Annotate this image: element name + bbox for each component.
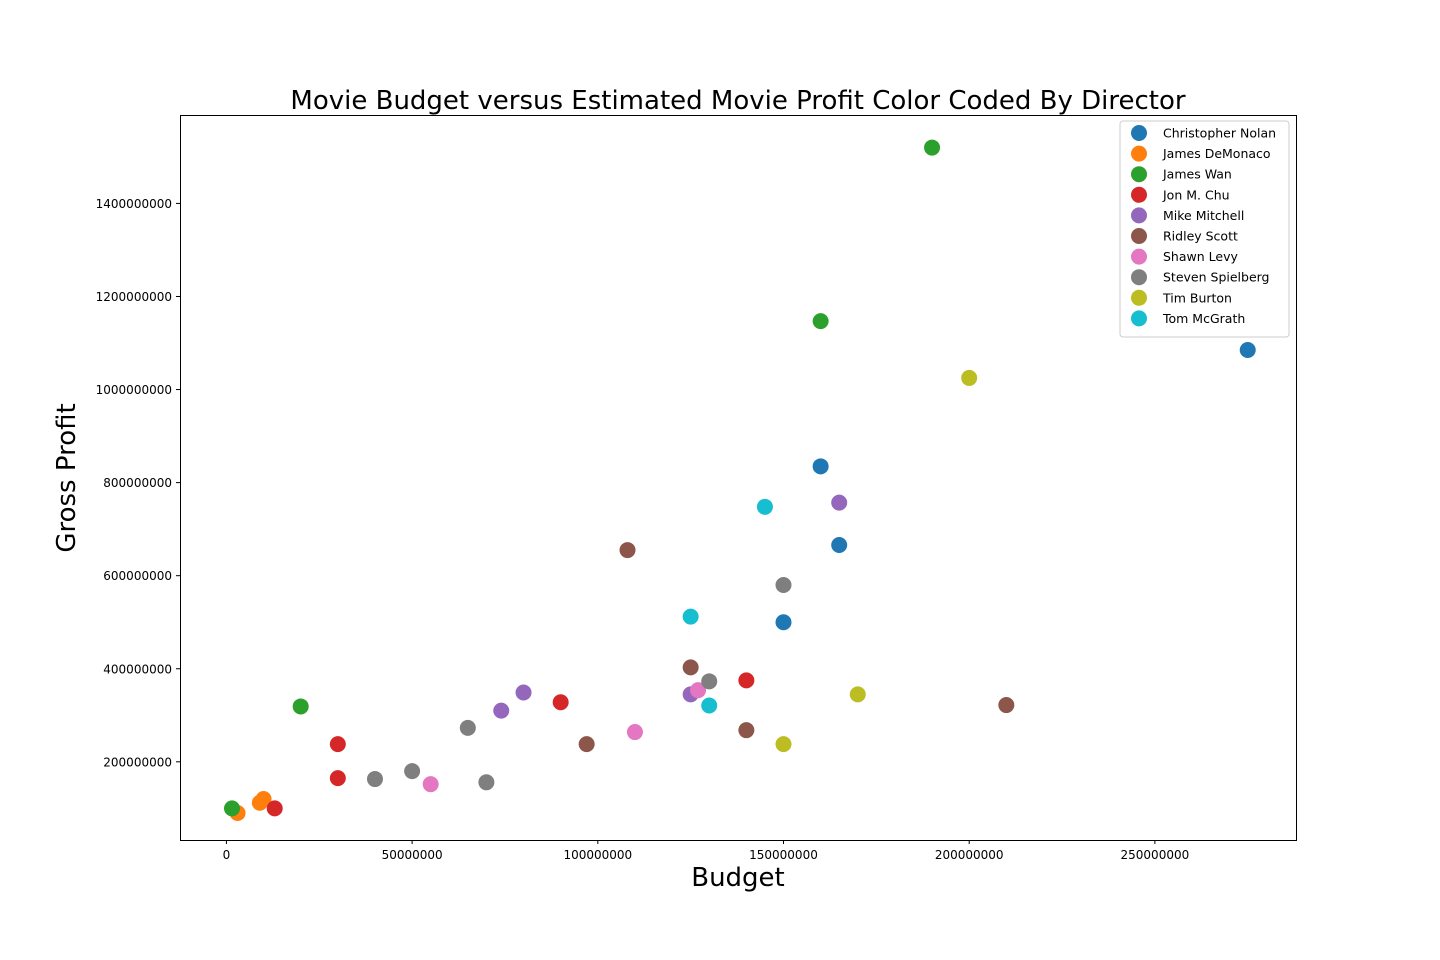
data-points xyxy=(223,139,1256,822)
legend-label-shawn-levy: Shawn Levy xyxy=(1163,249,1238,264)
point-mike-mitchell xyxy=(831,494,848,511)
point-tom-mcgrath xyxy=(682,608,699,625)
x-axis: 0 50000000 100000000 150000000 200000000 2500… xyxy=(223,840,1190,862)
point-christopher-nolan xyxy=(775,614,792,631)
y-axis: 200000000 400000000 600000000 800000000 1000… xyxy=(96,197,180,769)
legend-label-christopher-nolan: Christopher Nolan xyxy=(1163,126,1276,141)
legend-label-steven-spielberg: Steven Spielberg xyxy=(1163,270,1270,285)
point-steven-spielberg xyxy=(701,673,718,690)
chart-title: Movie Budget versus Estimated Movie Prof… xyxy=(290,86,1186,116)
y-tick-label: 400000000 xyxy=(103,662,172,676)
legend-marker-james-wan xyxy=(1131,166,1147,183)
point-steven-spielberg xyxy=(404,763,421,780)
y-tick-label: 800000000 xyxy=(103,476,172,490)
legend-marker-tom-mcgrath xyxy=(1131,310,1147,327)
legend-box xyxy=(1119,120,1290,338)
point-ridley-scott xyxy=(738,722,755,739)
y-tick-label: 1400000000 xyxy=(96,197,172,211)
x-tick-label: 150000000 xyxy=(749,848,818,862)
point-tom-mcgrath xyxy=(756,498,773,515)
x-axis-label: Budget xyxy=(691,863,785,893)
point-tim-burton xyxy=(961,369,978,386)
y-tick-label: 200000000 xyxy=(103,755,172,769)
legend-label-ridley-scott: Ridley Scott xyxy=(1163,229,1238,244)
point-steven-spielberg xyxy=(478,774,495,791)
point-jon-m-chu xyxy=(552,694,569,711)
point-steven-spielberg xyxy=(459,719,476,736)
legend-marker-mike-mitchell xyxy=(1131,207,1147,224)
legend-marker-jon-m-chu xyxy=(1131,186,1147,203)
point-tim-burton xyxy=(849,686,866,703)
legend-label-tim-burton: Tim Burton xyxy=(1162,290,1232,305)
point-ridley-scott xyxy=(998,697,1015,714)
point-jon-m-chu xyxy=(329,770,346,787)
legend-marker-shawn-levy xyxy=(1131,248,1147,265)
point-steven-spielberg xyxy=(775,576,792,593)
point-steven-spielberg xyxy=(366,771,383,788)
point-christopher-nolan xyxy=(1239,341,1256,358)
point-tom-mcgrath xyxy=(701,697,718,714)
point-james-wan xyxy=(924,139,941,156)
x-tick-label: 0 xyxy=(223,848,231,862)
x-tick-label: 200000000 xyxy=(935,848,1004,862)
point-christopher-nolan xyxy=(812,458,829,475)
point-jon-m-chu xyxy=(266,800,283,817)
point-ridley-scott xyxy=(682,659,699,676)
legend-label-james-demonaco: James DeMonaco xyxy=(1162,146,1271,161)
point-james-wan xyxy=(812,313,829,330)
point-jon-m-chu xyxy=(738,672,755,689)
point-tim-burton xyxy=(775,736,792,753)
point-christopher-nolan xyxy=(831,536,848,553)
point-ridley-scott xyxy=(578,736,595,753)
legend-marker-ridley-scott xyxy=(1131,228,1147,244)
legend-label-tom-mcgrath: Tom McGrath xyxy=(1162,311,1245,326)
y-tick-label: 1000000000 xyxy=(96,383,172,397)
point-ridley-scott xyxy=(619,542,636,559)
legend-marker-james-demonaco xyxy=(1131,145,1147,162)
y-axis-label: Gross Profit xyxy=(52,403,82,552)
point-jon-m-chu xyxy=(329,736,346,753)
legend-label-mike-mitchell: Mike Mitchell xyxy=(1163,208,1244,223)
point-james-wan xyxy=(223,800,240,817)
x-tick-label: 250000000 xyxy=(1121,848,1190,862)
y-tick-label: 600000000 xyxy=(103,569,172,583)
point-mike-mitchell xyxy=(493,702,510,719)
legend: Christopher Nolan James DeMonaco James Wan… xyxy=(1119,120,1290,338)
point-shawn-levy xyxy=(690,682,707,699)
point-mike-mitchell xyxy=(515,684,532,701)
plot-area xyxy=(180,115,1297,841)
legend-marker-tim-burton xyxy=(1131,289,1147,306)
point-james-wan xyxy=(292,698,309,715)
y-tick-label: 1200000000 xyxy=(96,290,172,304)
x-tick-label: 50000000 xyxy=(382,848,443,862)
point-james-demonaco xyxy=(255,791,272,808)
legend-marker-christopher-nolan xyxy=(1131,125,1147,141)
point-shawn-levy xyxy=(422,776,439,793)
point-shawn-levy xyxy=(626,724,643,741)
x-tick-label: 100000000 xyxy=(563,848,632,862)
legend-label-james-wan: James Wan xyxy=(1162,167,1232,182)
legend-marker-steven-spielberg xyxy=(1131,269,1147,286)
legend-label-jon-m-chu: Jon M. Chu xyxy=(1162,187,1230,202)
